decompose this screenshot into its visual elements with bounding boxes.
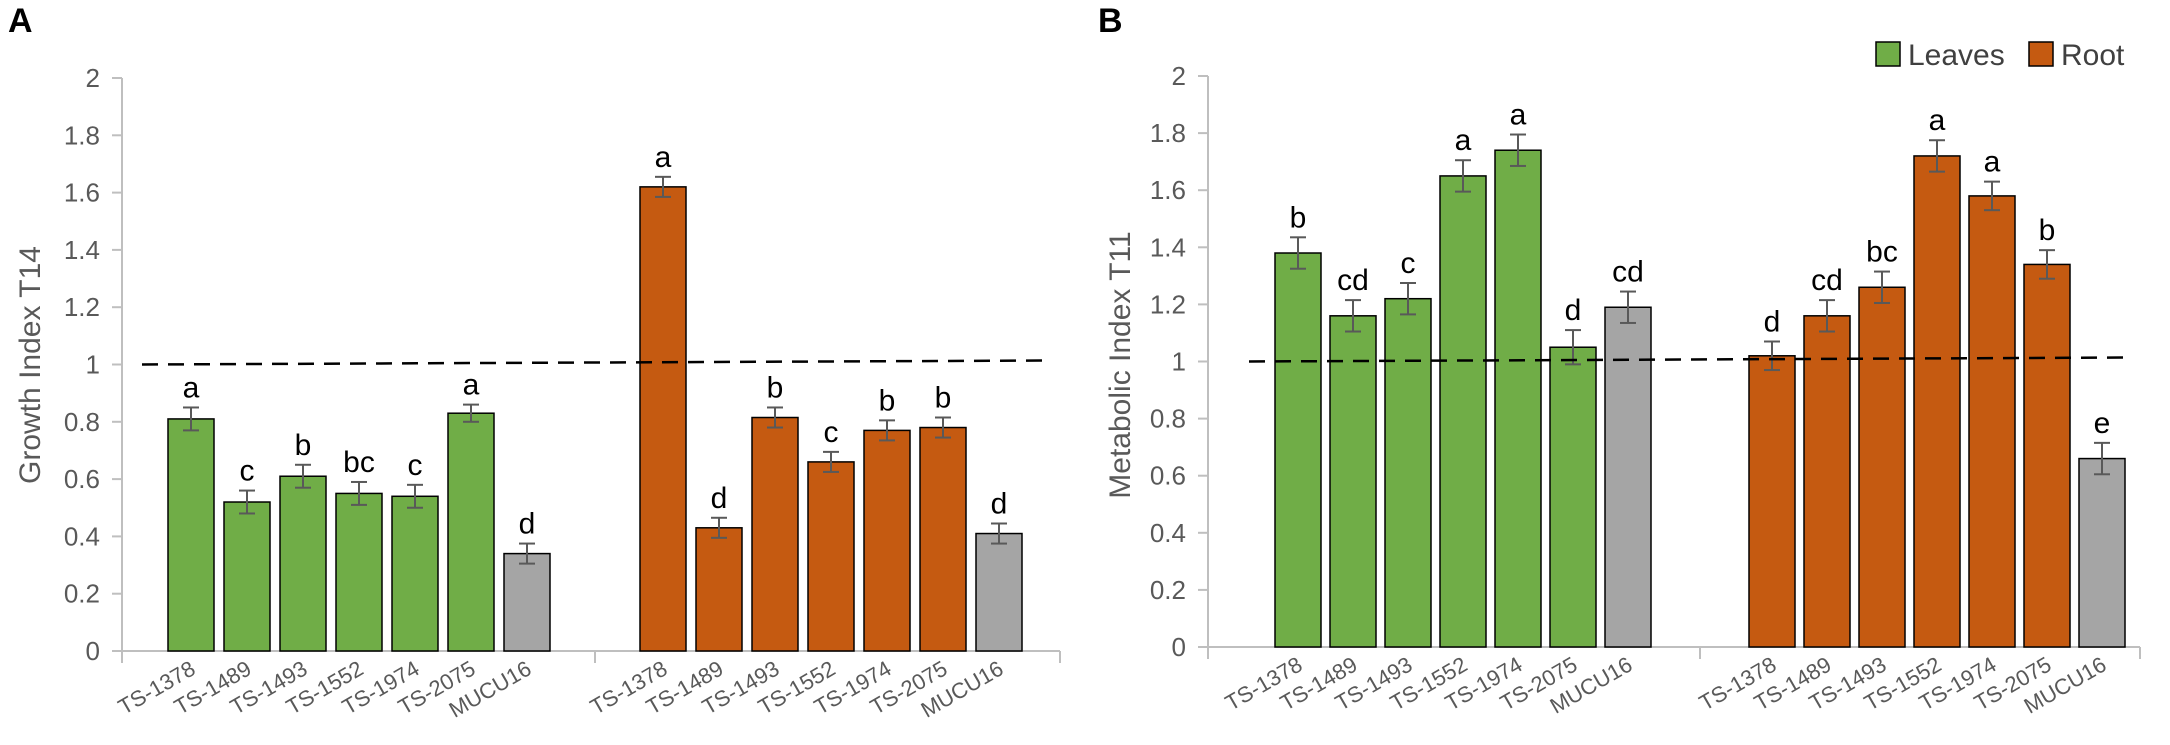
panel-a-root-bar-mucu16 [975,532,1023,652]
panel-b-y-tick-label: 1.8 [1150,118,1186,148]
panel-b-root-bar-ts-1378 [1748,355,1796,648]
chart-panel-b: 0 0.2 0.4 0.6 0.8 1 1.2 1.4 1.6 1.8 2 Metabolic Ind… [1104,61,2141,719]
panel-a-y-tick-label: 2 [86,63,100,93]
panel-a-root-bar-ts-1552 [807,461,855,652]
panel-a-leaves-bar-ts-2075 [447,412,495,652]
panel-a-leaves-bar-ts-1552 [335,492,383,652]
panel-b-significance-letter: cd [1811,264,1843,297]
panel-a-significance-letter: b [767,371,784,404]
panel-b-significance-letter: e [2094,407,2111,440]
panel-b-significance-letter: c [1401,247,1416,280]
panel-b-significance-letter: a [1510,99,1527,132]
panel-a-y-tick-label: 1.6 [64,178,100,208]
panel-b-significance-letter: bc [1866,236,1898,269]
panel-a-significance-letter: a [655,141,672,174]
panel-a-root-bar-ts-2075 [919,426,967,652]
panel-b-y-tick-label: 0 [1172,632,1186,662]
panel-a-significance-letter: b [879,384,896,417]
panel-a-root-bar-ts-1493 [751,416,799,652]
panel-b-root-bar-ts-1493 [1858,286,1906,648]
panel-a-letter: A [8,2,33,40]
panel-a-y-tick-label: 1.4 [64,235,100,265]
panel-a-y-tick-label: 1 [86,350,100,380]
panel-a-significance-letter: c [408,449,423,482]
panel-a-y-tick-label: 0.8 [64,407,100,437]
panel-a-y-axis-title: Growth Index T14 [14,246,47,484]
panel-b-significance-letter: d [1764,306,1781,339]
panel-a-leaves-bar-ts-1378 [167,418,215,652]
panel-a-significance-letter: d [519,508,536,541]
panel-b-leaves-bar-ts-1378 [1274,252,1322,648]
panel-b-significance-letter: d [1565,294,1582,327]
panel-b-y-tick-label: 1.4 [1150,232,1186,262]
panel-b-y-tick-label: 1.2 [1150,289,1186,319]
panel-a-y-tick-label: 0.6 [64,464,100,494]
panel-b-leaves-bar-mucu16 [1604,306,1652,648]
panel-b-root-bar-ts-1974 [1968,195,2016,648]
panel-b-reference-line [1248,356,2131,363]
panel-a-y-tick-label: 1.8 [64,120,100,150]
panel-b-y-tick-label: 1 [1172,347,1186,377]
panel-b-y-tick-label: 2 [1172,61,1186,91]
legend-label-root: Root [2061,39,2125,72]
legend: Leaves Root [1875,39,2125,72]
panel-b-y-tick-label: 0.6 [1150,461,1186,491]
panel-b-leaves-bar-ts-2075 [1549,346,1597,648]
panel-b-leaves-bar-ts-1974 [1494,149,1542,648]
panel-a-root-bar-ts-1974 [863,429,911,652]
panel-b-root-bar-ts-2075 [2023,263,2071,648]
panel-b-leaves-bar-ts-1493 [1384,297,1432,648]
panel-a-significance-letter: b [935,382,952,415]
panel-a-significance-letter: c [240,455,255,488]
panel-b-y-tick-label: 0.4 [1150,518,1186,548]
panel-b-significance-letter: cd [1337,264,1369,297]
panel-a-significance-letter: bc [343,446,375,479]
legend-swatch-root [2028,41,2054,67]
panel-a-significance-letter: d [711,482,728,515]
chart-panel-a: 0 0.2 0.4 0.6 0.8 1 1.2 1.4 1.6 1.8 2 Growth Index … [14,63,1061,723]
panel-a-leaves-bar-ts-1974 [391,495,439,652]
panel-b-significance-letter: cd [1612,256,1644,289]
panel-b-y-tick-label: 1.6 [1150,175,1186,205]
panel-a-significance-letter: b [295,429,312,462]
legend-label-leaves: Leaves [1908,39,2005,72]
panel-b-leaves-bar-ts-1489 [1329,315,1377,648]
panel-a-significance-letter: a [463,369,480,402]
panel-b-root-bar-ts-1552 [1913,155,1961,648]
panel-b-significance-letter: b [2039,214,2056,247]
panel-b-significance-letter: a [1984,146,2001,179]
panel-a-leaves-bar-ts-1489 [223,501,271,652]
panel-a-significance-letter: a [183,371,200,404]
panel-a-significance-letter: d [991,488,1008,521]
panel-b-root-bar-ts-1489 [1803,315,1851,648]
panel-a-y-tick-label: 0.4 [64,521,100,551]
panel-a-reference-line [141,359,1051,366]
panel-b-y-tick-label: 0.8 [1150,404,1186,434]
panel-b-significance-letter: a [1455,124,1472,157]
panel-b-letter: B [1098,2,1123,40]
panel-a-y-tick-label: 0 [86,636,100,666]
panel-a-leaves-bar-ts-1493 [279,475,327,652]
panel-b-significance-letter: b [1290,201,1307,234]
panel-b-y-tick-label: 0.2 [1150,575,1186,605]
panel-a-significance-letter: c [824,416,839,449]
panel-a-leaves-bar-mucu16 [503,552,551,652]
legend-swatch-leaves [1875,41,1901,67]
panel-a-root-bar-ts-1489 [695,527,743,652]
panel-b-significance-letter: a [1929,104,1946,137]
panel-a-y-tick-label: 1.2 [64,292,100,322]
panel-b-root-bar-mucu16 [2078,457,2126,648]
panel-b-leaves-bar-ts-1552 [1439,175,1487,648]
panel-a-root-bar-ts-1378 [639,186,687,652]
panel-b-y-axis-title: Metabolic Index T11 [1104,231,1137,498]
panel-a-y-tick-label: 0.2 [64,579,100,609]
